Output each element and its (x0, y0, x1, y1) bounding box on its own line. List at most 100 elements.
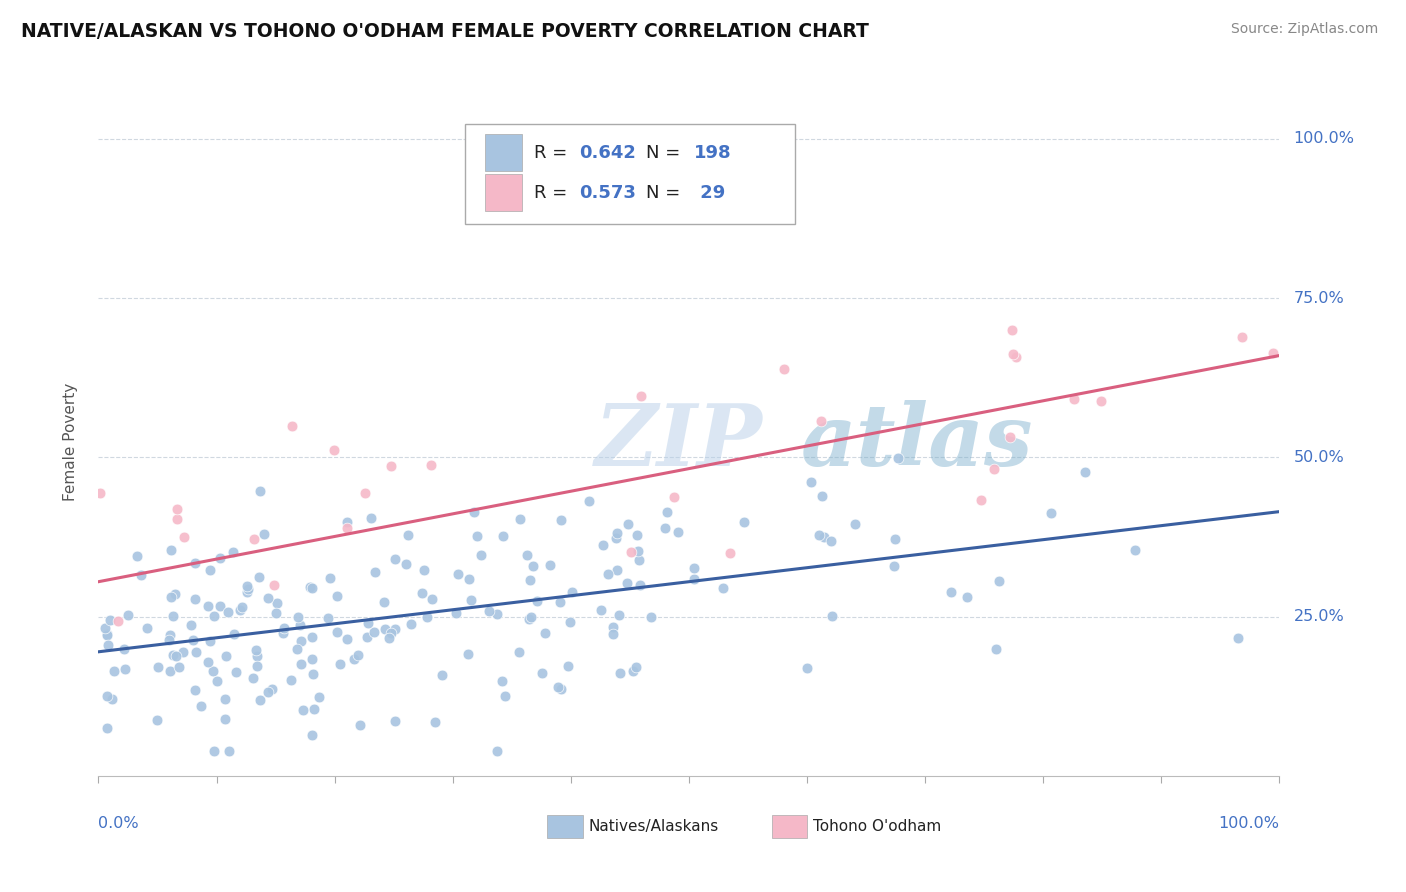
Point (242, 532, 264, 546)
Point (1226, 632, 1249, 646)
Point (201, 664, 224, 678)
FancyBboxPatch shape (547, 815, 582, 838)
Point (166, 512, 188, 526)
Point (415, 609, 437, 624)
Point (986, 641, 1008, 656)
Point (214, 712, 236, 726)
Point (114, 661, 136, 675)
Point (231, 599, 253, 614)
Point (1090, 394, 1112, 409)
Point (598, 566, 620, 581)
Point (159, 543, 181, 558)
FancyBboxPatch shape (485, 134, 523, 171)
Point (522, 559, 544, 574)
FancyBboxPatch shape (485, 174, 523, 211)
Y-axis label: Female Poverty: Female Poverty (63, 383, 77, 500)
Point (292, 703, 315, 717)
Text: R =: R = (534, 184, 574, 202)
Point (844, 517, 866, 532)
Point (617, 516, 640, 531)
Point (1005, 350, 1028, 364)
Point (335, 632, 357, 646)
Point (357, 616, 380, 631)
Point (301, 582, 323, 596)
Point (820, 608, 842, 623)
Point (173, 530, 195, 544)
Point (561, 585, 583, 599)
Text: 25.0%: 25.0% (1294, 609, 1344, 624)
Point (127, 549, 149, 564)
Point (447, 566, 470, 581)
Point (423, 715, 446, 730)
Point (666, 524, 689, 539)
Point (508, 645, 530, 659)
Point (343, 652, 366, 666)
Point (202, 743, 225, 757)
Point (353, 485, 375, 500)
Point (264, 606, 287, 620)
Point (217, 605, 239, 619)
Text: N =: N = (647, 184, 686, 202)
Point (96, 627, 118, 641)
Point (228, 603, 250, 617)
Point (807, 528, 830, 542)
Point (626, 527, 648, 541)
Point (271, 626, 294, 640)
Text: 75.0%: 75.0% (1294, 291, 1344, 306)
Point (225, 665, 247, 679)
Point (578, 494, 600, 508)
Point (470, 548, 492, 562)
Point (711, 582, 734, 596)
Point (970, 493, 993, 508)
Point (1230, 329, 1253, 343)
Text: NATIVE/ALASKAN VS TOHONO O'ODHAM FEMALE POVERTY CORRELATION CHART: NATIVE/ALASKAN VS TOHONO O'ODHAM FEMALE … (21, 22, 869, 41)
Point (290, 657, 312, 671)
Point (883, 559, 905, 574)
Point (325, 589, 347, 603)
Point (245, 643, 267, 657)
Point (301, 728, 323, 742)
Point (662, 491, 685, 505)
Point (486, 607, 509, 621)
Point (627, 553, 650, 567)
Point (1261, 346, 1284, 360)
Point (221, 545, 243, 559)
Point (533, 625, 555, 640)
Point (526, 594, 548, 608)
Point (605, 532, 627, 546)
Point (547, 681, 569, 695)
Point (200, 563, 222, 577)
Text: N =: N = (647, 144, 686, 161)
Point (558, 615, 581, 630)
Point (202, 609, 225, 624)
Text: 0.573: 0.573 (579, 184, 636, 202)
Text: 0.642: 0.642 (579, 144, 636, 161)
Point (606, 563, 628, 577)
Point (733, 515, 755, 529)
Text: atlas: atlas (801, 400, 1033, 483)
Point (384, 714, 406, 728)
Text: 100.0%: 100.0% (1294, 131, 1354, 146)
Point (592, 537, 614, 551)
Point (718, 546, 741, 560)
Point (620, 545, 643, 559)
Point (186, 645, 208, 659)
Point (624, 660, 647, 674)
Point (214, 692, 236, 706)
Point (478, 604, 501, 618)
Point (430, 668, 453, 682)
Point (360, 511, 382, 525)
Point (395, 557, 418, 571)
Point (494, 689, 516, 703)
Point (356, 631, 378, 645)
Text: Tohono O'odham: Tohono O'odham (813, 819, 941, 834)
Point (602, 620, 624, 634)
FancyBboxPatch shape (464, 124, 796, 224)
Point (260, 682, 283, 697)
Point (162, 648, 184, 663)
Point (329, 657, 352, 672)
Point (401, 616, 423, 631)
Point (457, 647, 479, 661)
Point (280, 418, 302, 433)
Point (682, 561, 704, 575)
